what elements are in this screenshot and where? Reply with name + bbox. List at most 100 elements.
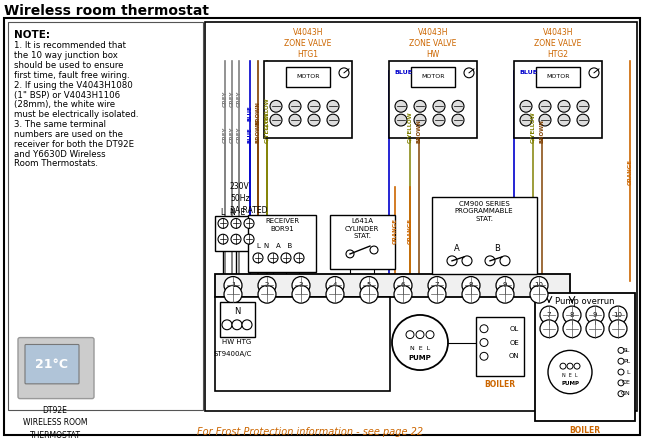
Circle shape [577, 101, 589, 112]
Text: first time, fault free wiring.: first time, fault free wiring. [14, 71, 130, 80]
Bar [205, 21, 637, 411]
Text: MOTOR: MOTOR [296, 74, 320, 79]
Text: N   A   B: N A B [264, 243, 292, 249]
Circle shape [231, 234, 241, 244]
Bar [248, 215, 316, 272]
Circle shape [326, 286, 344, 303]
Circle shape [567, 363, 573, 369]
Text: RECEIVER
BOR91: RECEIVER BOR91 [265, 219, 299, 232]
Circle shape [346, 250, 354, 258]
Text: V4043H
ZONE VALVE
HTG2: V4043H ZONE VALVE HTG2 [534, 28, 582, 59]
Circle shape [452, 114, 464, 126]
Circle shape [327, 114, 339, 126]
Circle shape [433, 101, 445, 112]
Circle shape [394, 286, 412, 303]
Circle shape [520, 114, 532, 126]
Text: BLUE: BLUE [248, 127, 252, 143]
Text: L: L [626, 370, 630, 375]
Circle shape [618, 391, 624, 396]
Circle shape [426, 331, 434, 338]
Circle shape [394, 277, 412, 294]
Text: N: N [233, 307, 240, 316]
Bar [411, 67, 455, 87]
Text: Room Thermostats.: Room Thermostats. [14, 160, 98, 169]
Bar [215, 215, 257, 251]
Circle shape [289, 114, 301, 126]
Text: BROWN: BROWN [255, 101, 261, 125]
Text: BLUE: BLUE [394, 70, 412, 76]
Circle shape [327, 101, 339, 112]
Text: L641A
CYLINDER
STAT.: L641A CYLINDER STAT. [345, 219, 379, 240]
Circle shape [289, 101, 301, 112]
Circle shape [253, 253, 263, 263]
Text: 21°C: 21°C [35, 358, 68, 371]
Circle shape [485, 256, 495, 266]
Text: ON: ON [508, 353, 519, 359]
Circle shape [258, 286, 276, 303]
Circle shape [462, 277, 480, 294]
Text: 2: 2 [265, 283, 269, 288]
Circle shape [563, 306, 581, 324]
Circle shape [563, 320, 581, 337]
Circle shape [360, 286, 378, 303]
Circle shape [222, 320, 232, 330]
Bar [389, 61, 477, 138]
Circle shape [558, 101, 570, 112]
Text: 6: 6 [401, 283, 405, 288]
Text: 8: 8 [469, 283, 473, 288]
Circle shape [577, 114, 589, 126]
Circle shape [414, 101, 426, 112]
Text: Pump overrun: Pump overrun [555, 297, 615, 306]
Text: PUMP: PUMP [409, 355, 432, 361]
Text: L: L [256, 243, 260, 249]
Text: GREY: GREY [230, 126, 235, 143]
Circle shape [242, 320, 252, 330]
Text: BROWN: BROWN [417, 119, 421, 143]
Text: 8: 8 [570, 312, 574, 318]
Bar [8, 21, 203, 410]
Text: and Y6630D Wireless: and Y6630D Wireless [14, 150, 106, 159]
Text: G/YELLOW: G/YELLOW [264, 111, 270, 143]
Text: must be electrically isolated.: must be electrically isolated. [14, 110, 139, 119]
Text: L  N  E: L N E [221, 208, 245, 217]
Circle shape [530, 286, 548, 303]
Circle shape [370, 246, 378, 254]
Circle shape [244, 234, 254, 244]
Text: the 10 way junction box: the 10 way junction box [14, 51, 118, 60]
Text: N  E  L: N E L [410, 346, 430, 351]
Text: CM900 SERIES
PROGRAMMABLE
STAT.: CM900 SERIES PROGRAMMABLE STAT. [455, 201, 513, 222]
Bar [215, 297, 390, 391]
Text: 9: 9 [593, 312, 597, 318]
Circle shape [433, 114, 445, 126]
Circle shape [496, 286, 514, 303]
Bar [220, 302, 255, 337]
Circle shape [406, 331, 414, 338]
Circle shape [360, 277, 378, 294]
Text: ORANGE: ORANGE [393, 218, 397, 245]
Text: (28mm), the white wire: (28mm), the white wire [14, 101, 115, 110]
Text: receiver for both the DT92E: receiver for both the DT92E [14, 140, 134, 149]
Circle shape [586, 320, 604, 337]
Bar [476, 317, 524, 376]
Circle shape [462, 256, 472, 266]
Circle shape [308, 114, 320, 126]
Text: HW HTG: HW HTG [223, 338, 252, 345]
Circle shape [618, 358, 624, 364]
Circle shape [281, 253, 291, 263]
Circle shape [530, 277, 548, 294]
Text: G/YELLOW: G/YELLOW [408, 111, 413, 143]
Text: 7: 7 [547, 312, 551, 318]
Circle shape [589, 68, 599, 78]
Text: 5: 5 [367, 283, 371, 288]
Text: 10: 10 [535, 283, 544, 288]
Circle shape [232, 320, 242, 330]
Bar [432, 197, 537, 274]
Circle shape [539, 101, 551, 112]
Circle shape [414, 114, 426, 126]
Text: 3: 3 [299, 283, 303, 288]
Circle shape [539, 114, 551, 126]
Text: 1: 1 [231, 283, 235, 288]
Text: ORANGE: ORANGE [628, 159, 633, 185]
Text: BLUE: BLUE [519, 70, 537, 76]
Circle shape [268, 253, 278, 263]
